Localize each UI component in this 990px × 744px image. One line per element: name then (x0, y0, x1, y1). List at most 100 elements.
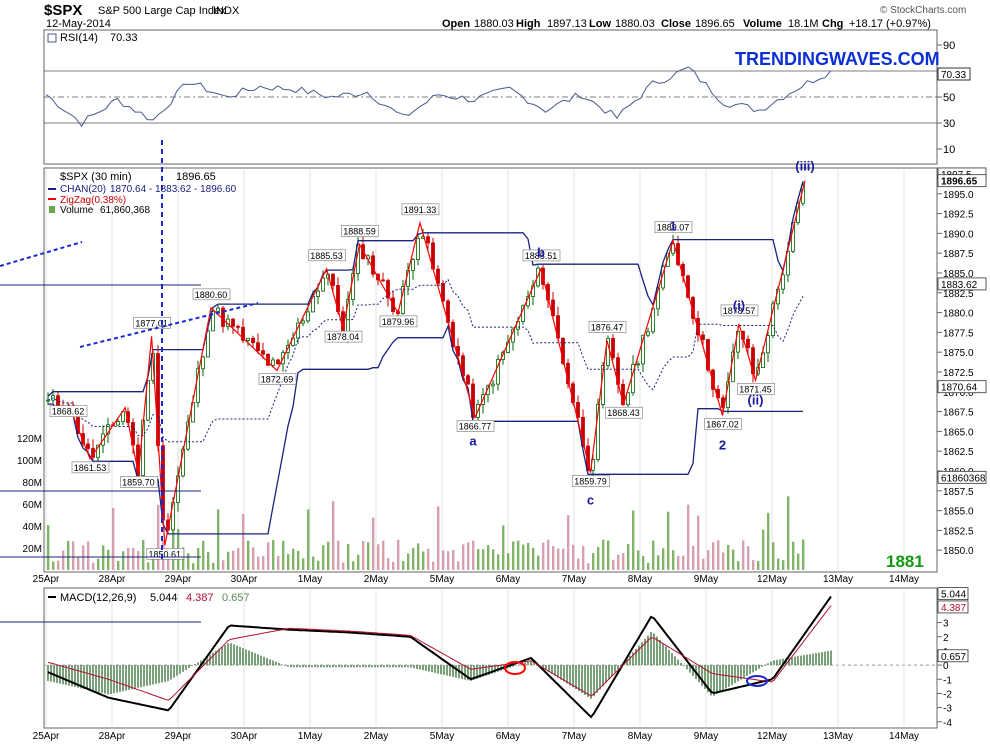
volume-bar (607, 540, 610, 570)
macd-histogram-bar (407, 665, 409, 668)
price-tick-label: 1850.0 (943, 546, 974, 557)
volume-bar (762, 529, 765, 570)
pivot-label: 1859.79 (574, 477, 607, 487)
macd-histogram-bar (410, 665, 412, 668)
price-bar-body (636, 363, 640, 366)
macd-histogram-bar (281, 664, 283, 666)
macd-histogram-bar (122, 665, 124, 692)
macd-histogram-bar (164, 665, 166, 682)
volume-bar (402, 561, 405, 570)
macd-histogram-bar (485, 665, 487, 676)
volume-legend-swatch (49, 206, 55, 213)
macd-histogram-bar (95, 665, 97, 692)
volume-bar (302, 558, 305, 570)
price-date-label: 2May (364, 574, 388, 585)
pivot-label: 1867.02 (706, 419, 739, 429)
price-bar-body (641, 334, 645, 365)
price-bar-body (441, 282, 445, 302)
macd-histogram-bar (113, 665, 115, 694)
volume-bar (662, 548, 665, 570)
macd-histogram-bar (581, 665, 583, 694)
macd-histogram-bar (674, 656, 676, 666)
volume-bar (627, 543, 630, 570)
macd-histogram-bar (737, 665, 739, 682)
macd-histogram-bar (353, 665, 355, 668)
price-bar-body (746, 338, 750, 349)
macd-histogram-bar (734, 665, 736, 684)
macd-date-label: 8May (628, 731, 652, 742)
macd-histogram-bar (608, 665, 610, 680)
price-bar-body (596, 404, 600, 460)
macd-histogram-bar (791, 657, 793, 666)
pivot-label: 1866.77 (459, 421, 492, 431)
axis-marker-box (937, 470, 987, 484)
volume-bar (477, 549, 480, 570)
macd-histogram-bar (65, 665, 67, 686)
macd-histogram-bar (632, 652, 634, 666)
volume-bar (227, 551, 230, 570)
volume-bar (312, 556, 315, 570)
macd-histogram-bar (344, 665, 346, 668)
macd-histogram-bar (713, 665, 715, 696)
macd-histogram-bar (185, 665, 187, 670)
volume-bar (52, 561, 55, 570)
macd-histogram-bar (653, 633, 655, 666)
price-bar-body (231, 318, 235, 327)
price-date-axis: 25Apr 28Apr 29Apr 30Apr 1May 2May 5May 6May 7May… (33, 574, 919, 585)
macd-histogram-bar (725, 665, 727, 689)
volume-bar (787, 496, 790, 570)
macd-histogram-bar (257, 654, 259, 666)
macd-histogram-bar (314, 665, 316, 668)
volume-bar (442, 550, 445, 570)
rsi-legend-swatch (47, 33, 57, 43)
volume-bar (377, 544, 380, 570)
close-value: 1896.65 (695, 18, 735, 30)
volume-bar (792, 541, 795, 570)
price-bar-body (271, 359, 275, 366)
volume-bar (387, 558, 390, 570)
macd-histogram-bar (665, 646, 667, 666)
volume-bar (632, 510, 635, 570)
pivot-label: 1889.07 (657, 223, 690, 233)
volume-bar (117, 560, 120, 570)
macd-histogram-bar (683, 665, 685, 667)
volume-bar (197, 547, 200, 570)
price-bar-body (86, 443, 90, 449)
volume-bar (602, 539, 605, 570)
macd-histogram-bar (227, 643, 229, 666)
price-bar-body (551, 299, 555, 317)
macd-histogram-bar (488, 665, 490, 675)
macd-histogram-bar (524, 662, 526, 666)
price-bar-body (241, 326, 245, 341)
macd-histogram-bar (467, 665, 469, 681)
macd-histogram-bar (551, 665, 553, 674)
price-bar-body (261, 350, 265, 355)
price-legend-series: $SPX (30 min) (60, 171, 132, 183)
price-tick-label: 1865.0 (943, 427, 974, 438)
volume-bar (172, 514, 175, 570)
volume-bar (432, 561, 435, 570)
macd-histogram-bar (542, 665, 544, 669)
macd-histogram-bar (641, 642, 643, 666)
target-label: 1881 (886, 552, 924, 571)
wave-label: 1 (669, 219, 676, 234)
macd-legend-macd: 5.044 (150, 592, 178, 604)
price-bar-body (701, 334, 705, 340)
price-bar-body (706, 339, 710, 371)
macd-histogram-bar (605, 665, 607, 683)
macd-highlight-left (504, 661, 526, 675)
watermark: TRENDINGWAVES.COM (735, 49, 940, 69)
volume-tick-label: 100M (17, 456, 42, 467)
macd-histogram-bar (167, 665, 169, 682)
pivot-label: 1859.70 (122, 477, 155, 487)
pivot-label-box (654, 221, 693, 234)
macd-histogram-bar (560, 665, 562, 680)
macd-histogram-bar (74, 665, 76, 688)
macd-histogram-bar (98, 665, 100, 693)
volume-bar (57, 560, 60, 570)
macd-histogram-bar (170, 665, 172, 680)
price-tick-label: 1862.5 (943, 447, 974, 458)
macd-histogram-bar (659, 639, 661, 666)
volume-bar (802, 539, 805, 570)
